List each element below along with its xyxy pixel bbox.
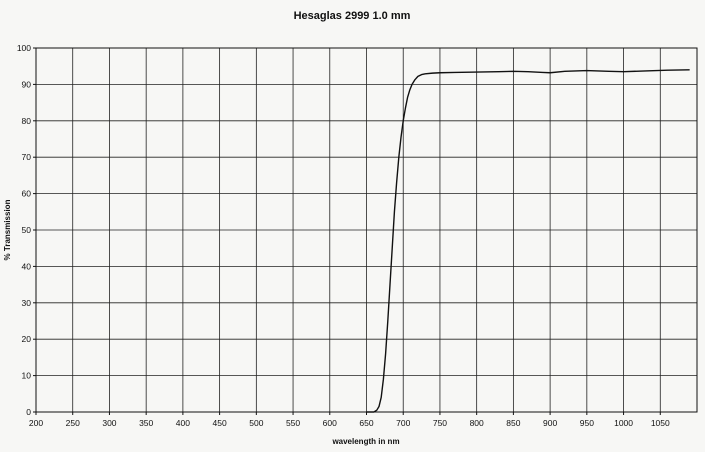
y-tick-label: 100 (17, 43, 31, 53)
y-axis-label: % Transmission (3, 199, 12, 260)
y-tick-label: 40 (22, 261, 32, 271)
x-tick-label: 650 (359, 418, 373, 428)
x-tick-label: 550 (286, 418, 300, 428)
x-tick-label: 400 (176, 418, 190, 428)
grid (36, 48, 697, 412)
y-tick-label: 10 (22, 371, 32, 381)
y-tick-label: 0 (26, 407, 31, 417)
y-axis-ticks: 0 10 20 30 40 50 60 70 80 90 100 (17, 43, 36, 417)
y-tick-label: 60 (22, 189, 32, 199)
x-tick-label: 600 (323, 418, 337, 428)
x-tick-label: 350 (139, 418, 153, 428)
y-tick-label: 90 (22, 79, 32, 89)
chart-title: Hesaglas 2999 1.0 mm (294, 10, 411, 22)
x-tick-label: 300 (102, 418, 116, 428)
x-tick-label: 700 (396, 418, 410, 428)
y-tick-label: 20 (22, 334, 32, 344)
x-axis-label: wavelength in nm (331, 437, 399, 446)
x-tick-label: 450 (213, 418, 227, 428)
x-tick-label: 950 (580, 418, 594, 428)
x-tick-label: 900 (543, 418, 557, 428)
x-tick-label: 500 (249, 418, 263, 428)
transmission-series-line (366, 69, 690, 413)
x-tick-label: 1000 (614, 418, 633, 428)
y-tick-label: 70 (22, 152, 32, 162)
y-tick-label: 80 (22, 116, 32, 126)
series-layer (366, 69, 690, 413)
y-tick-label: 50 (22, 225, 32, 235)
x-tick-label: 850 (506, 418, 520, 428)
x-tick-label: 1050 (651, 418, 670, 428)
x-tick-label: 250 (66, 418, 80, 428)
x-axis-ticks: 200 250 300 350 400 450 500 550 600 650 700 750 800 8… (29, 412, 670, 428)
x-tick-label: 750 (433, 418, 447, 428)
y-tick-label: 30 (22, 298, 32, 308)
x-tick-label: 200 (29, 418, 43, 428)
x-tick-label: 800 (470, 418, 484, 428)
